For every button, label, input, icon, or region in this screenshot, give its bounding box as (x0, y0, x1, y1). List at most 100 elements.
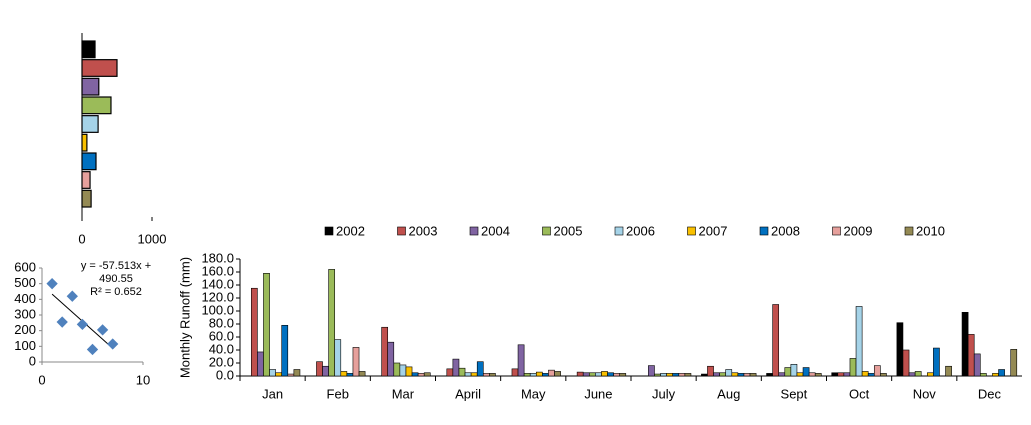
bar (81, 77, 100, 96)
bar (660, 373, 667, 377)
bar (81, 171, 91, 189)
bar (607, 372, 614, 377)
bar (772, 304, 780, 377)
y-tick-label: 20.0 (209, 354, 234, 369)
legend-swatch (759, 226, 769, 236)
bar (595, 372, 602, 377)
bar (464, 372, 472, 377)
annotation-text: y = -57.513x + 490.55 R² = 0.652 (74, 260, 158, 299)
bar (861, 371, 869, 377)
legend-label: 2008 (771, 223, 800, 238)
bar (601, 371, 608, 377)
bar (542, 373, 549, 377)
x-tick-label: May (521, 386, 546, 401)
x-tick-label: Jan (262, 386, 283, 401)
bar (470, 372, 478, 377)
bar (582, 372, 590, 377)
bar (381, 326, 389, 377)
bar (678, 373, 686, 377)
bar (837, 372, 845, 377)
bar (358, 371, 366, 377)
bar (452, 358, 460, 377)
bar (979, 373, 987, 377)
bar (482, 373, 490, 377)
bar (808, 372, 816, 377)
legend-swatch (904, 226, 914, 236)
bar (725, 369, 733, 377)
bar (316, 361, 323, 377)
point (96, 324, 109, 336)
bar (790, 363, 798, 377)
bar (701, 373, 708, 377)
y-tick-label: 200 (14, 322, 36, 337)
bar (423, 372, 431, 377)
bar (81, 96, 112, 115)
bar (933, 347, 940, 377)
y-tick-label: 100.0 (201, 302, 234, 317)
bar (707, 365, 714, 377)
y-tick-label: 0.0 (216, 367, 234, 382)
y-axis-label: Monthly Runoff (mm) (177, 257, 192, 378)
bar (873, 365, 881, 377)
bar (902, 349, 910, 377)
bar (405, 366, 413, 377)
bar (867, 373, 875, 377)
annotation: y = -57.513x + 490.55 (80, 260, 152, 285)
bar (263, 272, 270, 377)
legend-swatch (614, 226, 624, 236)
x-tick-label: June (584, 386, 612, 401)
bar (896, 322, 904, 377)
point (76, 318, 89, 331)
x-tick-label: 0 (38, 372, 45, 387)
x-tick-label: Dec (978, 386, 1002, 401)
bar (831, 372, 839, 377)
y-tick-label: 160.0 (201, 263, 234, 278)
x-tick-label: Feb (327, 386, 349, 401)
bar (293, 369, 301, 377)
bar (334, 339, 342, 377)
bar (535, 371, 543, 377)
bar (672, 373, 680, 377)
x-tick-label: Sept (781, 386, 808, 401)
bar (346, 373, 354, 377)
point (56, 316, 68, 328)
bar (743, 373, 751, 377)
bar (250, 287, 258, 377)
bar (417, 373, 425, 377)
bar (766, 373, 773, 377)
legend-swatch (469, 226, 479, 236)
bar (340, 371, 348, 377)
bar (269, 369, 276, 377)
legend-label: 2002 (336, 223, 365, 238)
bar (648, 365, 655, 377)
bar (458, 367, 466, 377)
bar (81, 40, 96, 59)
bar (908, 372, 916, 377)
legend-label: 2009 (844, 223, 873, 238)
legend-label: 2003 (409, 223, 438, 238)
bar (967, 334, 975, 377)
bar (275, 372, 283, 377)
bar (489, 373, 496, 377)
legend-swatch (832, 226, 841, 236)
y-tick-label: 100 (14, 338, 36, 353)
y-tick-label: 140.0 (201, 276, 234, 291)
legend-label: 2007 (699, 223, 728, 238)
legend-swatch (324, 226, 334, 236)
bar (998, 369, 1005, 377)
bar (511, 368, 519, 377)
bar (287, 373, 295, 377)
x-tick-label: July (652, 386, 676, 401)
bar (548, 369, 555, 377)
bar (554, 371, 561, 377)
bar (992, 373, 999, 377)
bar (880, 373, 887, 377)
x-tick-label: 1000 (138, 231, 167, 246)
bar (517, 344, 525, 377)
point (107, 338, 119, 350)
bar (613, 373, 621, 377)
bar (393, 362, 401, 377)
bar (778, 372, 786, 377)
bar (387, 341, 395, 377)
